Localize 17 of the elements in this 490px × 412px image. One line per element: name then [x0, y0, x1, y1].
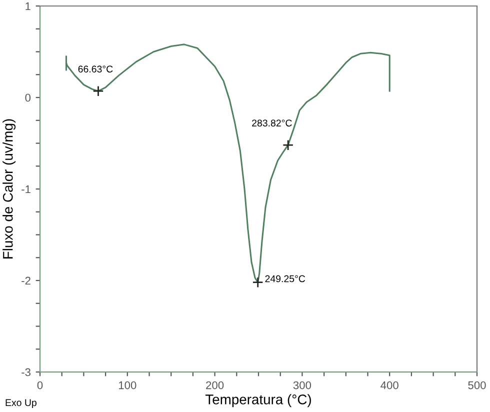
- y-tick-label: -1: [22, 185, 30, 194]
- x-tick-label: 300: [293, 381, 312, 390]
- x-tick-label: 0: [37, 381, 43, 390]
- y-tick-label: 0: [25, 94, 31, 102]
- annotation: 66.63°C: [78, 66, 113, 73]
- y-tick-label: -2: [22, 276, 30, 285]
- x-tick-label: 400: [380, 381, 398, 390]
- y-tick-label: 1: [26, 2, 30, 10]
- y-tick-label: -3: [22, 368, 30, 376]
- x-axis-title: Temperatura (°C): [205, 394, 311, 408]
- y-axis-title: Fluxo de Calor (uv/mg): [2, 119, 16, 258]
- annotation: 283.82°C: [252, 120, 292, 126]
- annotation: 249.25°C: [265, 275, 306, 282]
- x-tick-label: 100: [118, 381, 136, 390]
- x-tick-label: 500: [468, 381, 486, 390]
- x-tick-label: 200: [206, 381, 224, 390]
- text: Exo Up: [6, 399, 36, 408]
